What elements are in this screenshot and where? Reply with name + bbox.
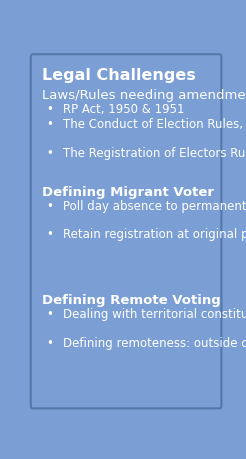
Text: Retain registration at original place in the context of ‘ordinary residence’ & ‘: Retain registration at original place in… — [63, 228, 246, 241]
Text: The Registration of Electors Rules, 1960: The Registration of Electors Rules, 1960 — [63, 146, 246, 160]
Text: •: • — [46, 228, 53, 241]
Text: •: • — [46, 336, 53, 349]
Text: Legal Challenges: Legal Challenges — [42, 67, 196, 83]
Text: RP Act, 1950 & 1951: RP Act, 1950 & 1951 — [63, 103, 185, 116]
Text: •: • — [46, 146, 53, 160]
Text: Dealing with territorial constituency concept: Dealing with territorial constituency co… — [63, 308, 246, 320]
Text: •: • — [46, 103, 53, 116]
Text: Laws/Rules needing amendments: Laws/Rules needing amendments — [42, 89, 246, 101]
Text: Defining Migrant Voter: Defining Migrant Voter — [42, 185, 214, 198]
Text: Defining remoteness: outside constituency, outside district or outside state: Defining remoteness: outside constituenc… — [63, 336, 246, 349]
Text: The Conduct of Election Rules, 1961: The Conduct of Election Rules, 1961 — [63, 118, 246, 131]
Text: Poll day absence to permanently shifted: Poll day absence to permanently shifted — [63, 199, 246, 212]
Text: •: • — [46, 199, 53, 212]
Text: •: • — [46, 118, 53, 131]
Text: •: • — [46, 308, 53, 320]
Text: Defining Remote Voting: Defining Remote Voting — [42, 293, 221, 306]
FancyBboxPatch shape — [31, 55, 221, 409]
